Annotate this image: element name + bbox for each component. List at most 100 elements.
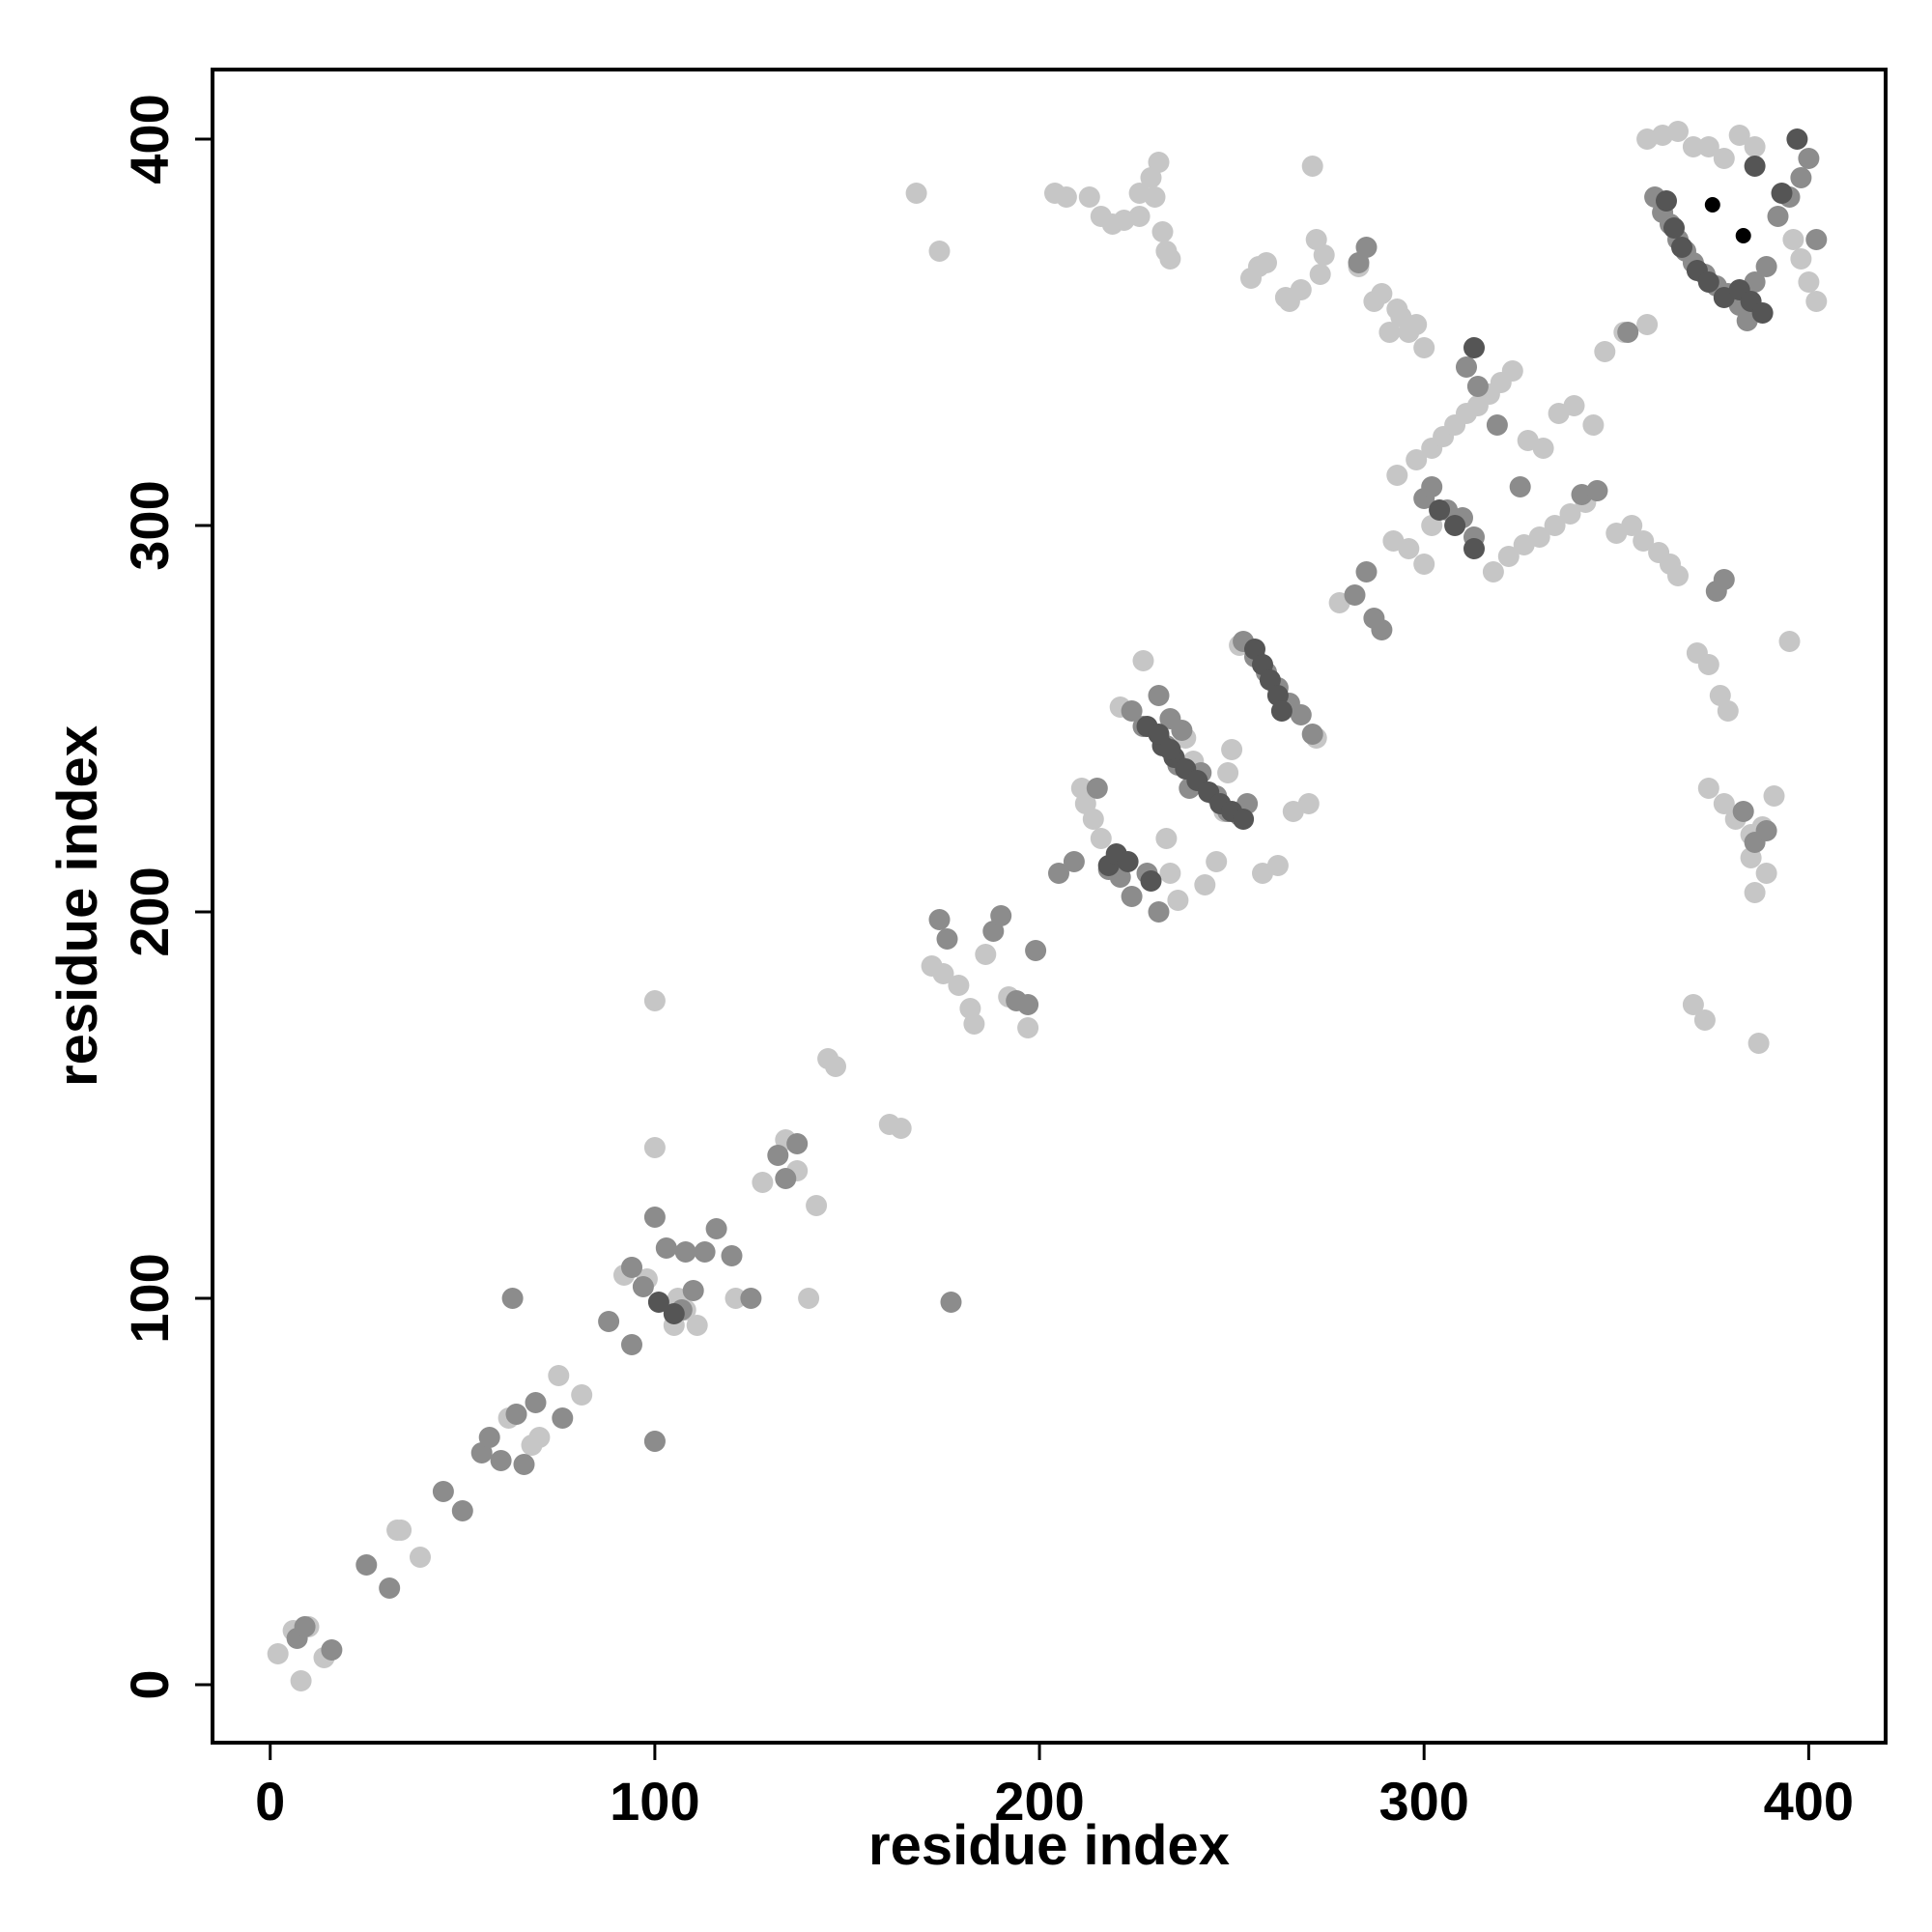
data-point	[1148, 901, 1170, 923]
data-point	[1667, 121, 1689, 142]
data-point	[1128, 206, 1151, 227]
data-point	[643, 1137, 666, 1158]
data-point	[705, 1218, 727, 1239]
data-point	[1233, 809, 1255, 830]
data-point	[1313, 244, 1335, 266]
data-point	[1563, 395, 1585, 416]
data-point	[1509, 476, 1531, 497]
data-point	[379, 1577, 401, 1599]
data-point	[694, 1241, 716, 1263]
x-tick-label: 100	[610, 1771, 699, 1832]
data-point	[1140, 870, 1162, 892]
data-point	[1747, 1033, 1770, 1054]
data-point	[1086, 778, 1108, 799]
data-point	[643, 990, 666, 1011]
data-point	[1559, 503, 1581, 525]
data-point	[682, 1280, 704, 1301]
data-point	[1371, 619, 1393, 640]
data-point	[905, 183, 927, 204]
data-point	[1486, 414, 1508, 436]
data-point	[1778, 631, 1801, 652]
data-point	[674, 1241, 696, 1263]
data-point	[571, 1384, 593, 1406]
data-point	[1805, 229, 1828, 250]
data-point	[1121, 886, 1143, 907]
data-point	[686, 1315, 708, 1336]
data-point	[890, 1118, 912, 1139]
data-point	[1704, 197, 1720, 213]
data-point	[1713, 569, 1735, 590]
data-point	[1456, 356, 1477, 378]
data-point	[1159, 863, 1181, 884]
data-point	[1497, 546, 1520, 567]
data-point	[1755, 820, 1777, 841]
data-point	[1117, 851, 1139, 872]
data-point	[1671, 237, 1692, 258]
data-point	[1398, 538, 1420, 559]
data-point	[936, 928, 958, 950]
data-point	[267, 1643, 289, 1664]
data-point	[621, 1334, 642, 1355]
data-point	[1121, 700, 1143, 722]
data-point	[1444, 515, 1466, 536]
data-point	[1159, 739, 1181, 760]
data-point	[1301, 724, 1323, 745]
y-tick-label: 300	[119, 480, 180, 570]
data-point	[1290, 704, 1312, 725]
data-point	[1167, 890, 1189, 911]
data-point	[1755, 863, 1777, 884]
data-point	[643, 1431, 666, 1452]
data-point	[1148, 152, 1170, 173]
data-point	[1206, 851, 1228, 872]
data-point	[490, 1450, 512, 1471]
data-point	[1309, 264, 1331, 285]
x-tick-label: 400	[1764, 1771, 1854, 1832]
data-point	[1413, 554, 1435, 575]
x-axis-label: residue index	[868, 1814, 1230, 1877]
data-point	[451, 1500, 473, 1521]
data-point	[1717, 700, 1739, 722]
data-point	[663, 1303, 685, 1324]
data-point	[1663, 217, 1685, 239]
data-point	[1682, 136, 1704, 157]
data-point	[1621, 515, 1643, 536]
data-point	[1355, 237, 1378, 258]
data-point	[825, 1056, 846, 1077]
data-point	[928, 241, 951, 262]
data-point	[294, 1616, 316, 1637]
data-point	[1763, 785, 1785, 807]
data-point	[621, 1257, 642, 1278]
data-point	[1767, 206, 1789, 227]
data-point	[1582, 414, 1605, 436]
data-point	[1151, 221, 1174, 242]
data-point	[1532, 438, 1554, 459]
data-point	[1633, 530, 1655, 552]
data-point	[1148, 724, 1170, 745]
x-tick-label: 200	[994, 1771, 1084, 1832]
data-point	[1159, 248, 1181, 270]
data-point	[1790, 248, 1812, 270]
data-point	[1544, 515, 1566, 536]
data-point	[932, 963, 954, 984]
data-point	[1636, 314, 1659, 335]
data-point	[1697, 778, 1719, 799]
data-point	[1501, 360, 1523, 382]
data-point	[1421, 476, 1443, 497]
data-point	[724, 1288, 747, 1309]
data-point	[390, 1520, 412, 1541]
data-point	[1463, 538, 1485, 559]
data-point	[1063, 851, 1085, 872]
data-point	[552, 1407, 574, 1429]
data-point	[1782, 229, 1804, 250]
data-point	[1301, 156, 1323, 177]
data-point	[643, 1207, 666, 1228]
data-point	[410, 1547, 431, 1568]
y-tick-label: 200	[119, 867, 180, 956]
data-point	[928, 909, 951, 930]
data-point	[1697, 654, 1719, 675]
data-point	[1713, 148, 1735, 169]
data-point	[290, 1670, 312, 1691]
data-point	[1786, 128, 1808, 150]
